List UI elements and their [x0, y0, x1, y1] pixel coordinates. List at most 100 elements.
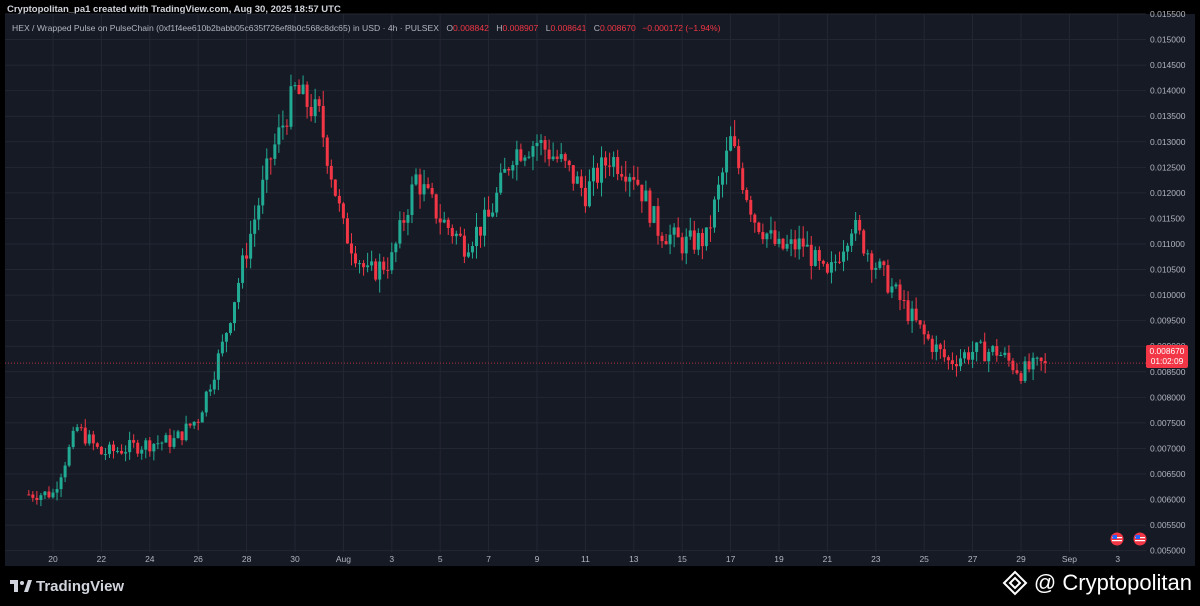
x-tick-label: 22: [97, 554, 107, 564]
candle-body: [692, 230, 696, 250]
x-tick-label: 3: [1115, 554, 1120, 564]
candle-body: [668, 234, 672, 245]
tradingview-logo[interactable]: TradingView: [10, 578, 124, 595]
candle-body: [1015, 370, 1019, 374]
x-tick-label: 17: [726, 554, 736, 564]
candle-body: [233, 302, 236, 324]
x-tick-label: 5: [438, 554, 443, 564]
candle-body: [27, 494, 31, 496]
candle-body: [632, 177, 636, 180]
candle-body: [241, 255, 245, 283]
candle-body: [753, 214, 757, 223]
candle-body: [406, 214, 410, 223]
footer-bar: TradingView @ Cryptopolitan: [0, 568, 1200, 606]
y-tick-label: 0.011000: [1150, 239, 1185, 249]
candle-body: [745, 190, 749, 200]
brand-handle: @ Cryptopolitan: [1033, 570, 1192, 595]
candle-body: [285, 125, 289, 127]
candle-body: [216, 353, 220, 380]
candle-body: [1007, 352, 1011, 361]
candle-body: [684, 236, 688, 254]
chart-attribution: Cryptopolitan_pa1 created with TradingVi…: [7, 4, 341, 15]
candle-body: [148, 440, 152, 452]
x-tick-label: 21: [823, 554, 833, 564]
candle-body: [829, 262, 833, 273]
candle-body: [902, 299, 906, 301]
symbol-name: HEX / Wrapped Pulse on PulseChain (0xf1f…: [12, 23, 439, 33]
candle-body: [358, 263, 362, 265]
candle-body: [99, 446, 103, 455]
candle-body: [688, 230, 692, 237]
candle-body: [773, 230, 777, 244]
candle-body: [67, 447, 71, 466]
x-tick-label: Aug: [336, 554, 351, 564]
candle-body: [979, 341, 983, 343]
candle-body: [479, 226, 483, 236]
candle-body: [83, 427, 87, 444]
y-tick-label: 0.006500: [1150, 469, 1186, 479]
candle-body: [208, 389, 212, 392]
candle-body: [838, 261, 841, 263]
candle-body: [200, 412, 204, 423]
candle-body: [410, 184, 414, 215]
candle-body: [51, 492, 55, 498]
candle-body: [757, 222, 761, 233]
candle-body: [733, 136, 737, 147]
candle-body: [144, 440, 148, 450]
x-tick-label: 24: [145, 554, 155, 564]
candle-body: [527, 156, 531, 158]
y-tick-label: 0.015000: [1150, 35, 1186, 45]
candle-body: [793, 239, 797, 250]
candle-body: [398, 220, 402, 244]
diamond-logo-icon: [1002, 570, 1028, 596]
y-tick-label: 0.010500: [1150, 265, 1186, 275]
candle-body: [894, 284, 898, 287]
candle-body: [438, 218, 442, 223]
y-tick-label: 0.005000: [1150, 546, 1186, 556]
x-tick-label: 7: [486, 554, 491, 564]
candle-body: [777, 238, 781, 244]
y-tick-label: 0.007000: [1150, 443, 1186, 453]
candle-body: [821, 260, 825, 264]
candle-body: [664, 241, 668, 245]
candle-body: [321, 105, 325, 138]
x-tick-label: 28: [242, 554, 252, 564]
candle-body: [587, 181, 591, 207]
candle-body: [950, 360, 954, 365]
candle-body: [184, 423, 188, 441]
candle-body: [245, 255, 249, 259]
candle-body: [132, 440, 136, 443]
candle-body: [317, 99, 321, 106]
candle-body: [833, 261, 837, 263]
candle-body: [511, 165, 515, 171]
candle-body: [402, 220, 406, 223]
x-tick-label: 26: [193, 554, 203, 564]
candle-body: [676, 227, 680, 238]
candle-body: [765, 233, 769, 240]
us-flag-icon[interactable]: [1110, 532, 1124, 546]
candle-body: [333, 179, 337, 196]
candle-body: [196, 421, 200, 423]
us-flag-icon[interactable]: [1133, 532, 1147, 546]
candle-body: [805, 244, 809, 247]
candle-body: [519, 149, 523, 161]
candle-body: [612, 157, 616, 167]
candle-body: [297, 84, 301, 95]
candle-body: [237, 282, 241, 303]
symbol-legend: HEX / Wrapped Pulse on PulseChain (0xf1f…: [12, 23, 721, 33]
candle-body: [886, 265, 890, 293]
candle-body: [648, 190, 652, 223]
y-tick-label: 0.008000: [1150, 392, 1186, 402]
x-tick-label: 15: [677, 554, 687, 564]
candle-body: [378, 261, 382, 280]
candle-body: [305, 84, 309, 107]
candle-body: [846, 245, 850, 252]
candle-body: [854, 219, 858, 234]
candle-body: [930, 338, 934, 352]
candle-body: [708, 227, 712, 229]
candle-body: [983, 341, 987, 362]
candle-body: [555, 156, 559, 159]
candle-body: [680, 237, 684, 254]
